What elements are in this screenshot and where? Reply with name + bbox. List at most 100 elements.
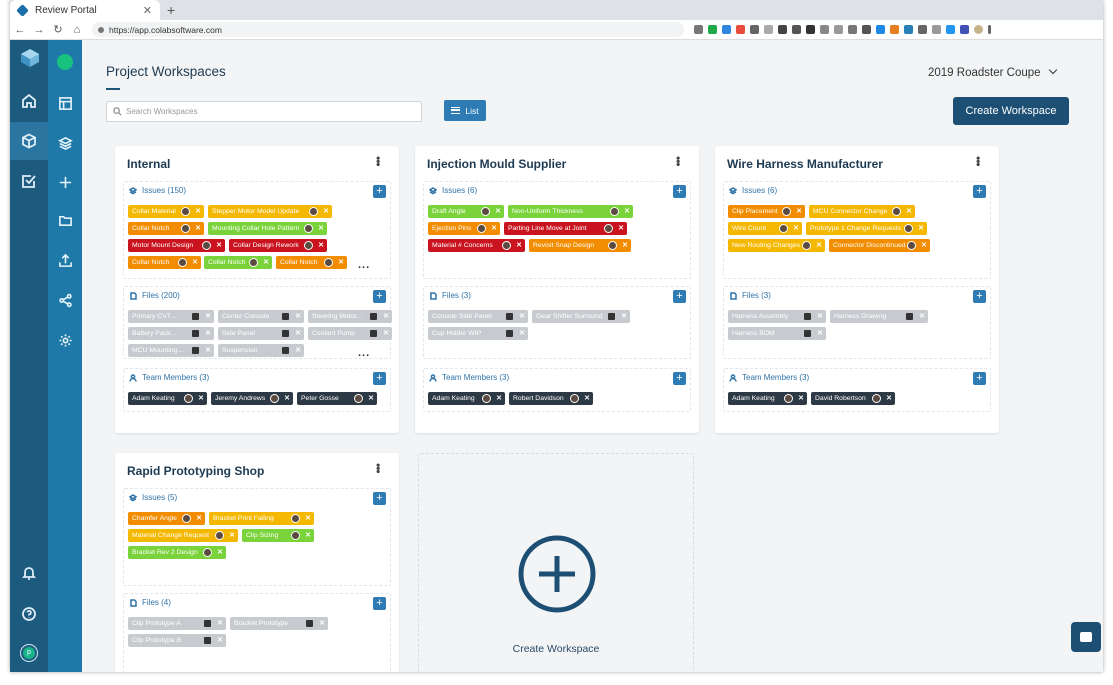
remove-icon[interactable]: ✕ — [217, 549, 223, 556]
nav-notifications[interactable] — [10, 554, 48, 592]
remove-icon[interactable]: ✕ — [305, 515, 311, 522]
issue-chip[interactable]: Chamfer Angle ✕ — [128, 512, 205, 525]
remove-icon[interactable]: ✕ — [495, 208, 501, 215]
extension-icon[interactable] — [694, 25, 703, 34]
browser-tab[interactable]: Review Portal ✕ — [10, 0, 160, 20]
remove-icon[interactable]: ✕ — [816, 242, 822, 249]
more-options-icon[interactable]: ••• — [371, 463, 385, 473]
extension-icon[interactable] — [792, 25, 801, 34]
remove-icon[interactable]: ✕ — [519, 313, 525, 320]
issue-chip[interactable]: Wire Count ✕ — [728, 222, 802, 235]
nav-add[interactable] — [48, 166, 82, 198]
browser-menu-icon[interactable] — [988, 25, 991, 34]
remove-icon[interactable]: ✕ — [368, 395, 374, 402]
remove-icon[interactable]: ✕ — [921, 242, 927, 249]
extension-icon[interactable] — [904, 25, 913, 34]
extension-icon[interactable] — [862, 25, 871, 34]
extension-icon[interactable] — [806, 25, 815, 34]
issue-chip[interactable]: Mounting Collar Hole Pattern ✕ — [208, 222, 327, 235]
file-chip[interactable]: Cup Holder WIP ✕ — [428, 327, 528, 340]
nav-user-avatar[interactable]: p — [10, 634, 48, 672]
forward-icon[interactable]: → — [33, 23, 45, 36]
remove-icon[interactable]: ✕ — [205, 347, 211, 354]
remove-icon[interactable]: ✕ — [919, 313, 925, 320]
extension-icon[interactable] — [708, 25, 717, 34]
issue-chip[interactable]: Ejection Pins ✕ — [428, 222, 500, 235]
remove-icon[interactable]: ✕ — [793, 225, 799, 232]
remove-icon[interactable]: ✕ — [295, 330, 301, 337]
nav-home[interactable] — [10, 82, 48, 120]
issue-chip[interactable]: Collar Material ✕ — [128, 205, 204, 218]
issue-chip[interactable]: Material # Concerns ✕ — [428, 239, 525, 252]
nav-share[interactable] — [48, 284, 82, 316]
search-input[interactable]: Search Workspaces — [106, 101, 422, 122]
issues-header[interactable]: Issues (6) — [429, 186, 477, 195]
remove-icon[interactable]: ✕ — [886, 395, 892, 402]
issue-chip[interactable]: Motor Mount Design ✕ — [128, 239, 225, 252]
issue-chip[interactable]: Parting Line Move at Joint ✕ — [504, 222, 627, 235]
project-selector[interactable]: 2019 Roadster Coupe — [928, 65, 1057, 79]
extension-icon[interactable] — [890, 25, 899, 34]
add-team-button[interactable]: + — [673, 372, 686, 385]
extension-icon[interactable] — [918, 25, 927, 34]
issue-chip[interactable]: Clip Placement ✕ — [728, 205, 805, 218]
remove-icon[interactable]: ✕ — [319, 620, 325, 627]
remove-icon[interactable]: ✕ — [624, 208, 630, 215]
remove-icon[interactable]: ✕ — [491, 225, 497, 232]
issue-chip[interactable]: Connector Discontinued ✕ — [829, 239, 930, 252]
remove-icon[interactable]: ✕ — [305, 532, 311, 539]
issue-chip[interactable]: Collar Notch ✕ — [128, 222, 204, 235]
back-icon[interactable]: ← — [14, 23, 26, 36]
member-chip[interactable]: David Robertson ✕ — [811, 392, 895, 405]
extension-icon[interactable] — [764, 25, 773, 34]
file-chip[interactable]: Gear Shifter Surround ✕ — [532, 310, 630, 323]
issue-chip[interactable]: Material Change Request ✕ — [128, 529, 238, 542]
remove-icon[interactable]: ✕ — [496, 395, 502, 402]
add-team-button[interactable]: + — [373, 372, 386, 385]
remove-icon[interactable]: ✕ — [196, 515, 202, 522]
add-files-button[interactable]: + — [973, 290, 986, 303]
issue-chip[interactable]: Stepper Motor Model Update ✕ — [208, 205, 332, 218]
issue-chip[interactable]: Collar Notch ✕ — [204, 256, 272, 269]
extension-icon[interactable] — [778, 25, 787, 34]
issues-header[interactable]: Issues (6) — [729, 186, 777, 195]
more-options-icon[interactable]: ••• — [971, 156, 985, 166]
file-chip[interactable]: MCU Mounting... ✕ — [128, 344, 214, 357]
add-files-button[interactable]: + — [373, 597, 386, 610]
remove-icon[interactable]: ✕ — [621, 313, 627, 320]
workspace-title[interactable]: Internal — [127, 157, 171, 171]
remove-icon[interactable]: ✕ — [338, 259, 344, 266]
workspace-title[interactable]: Wire Harness Manufacturer — [727, 157, 883, 171]
member-chip[interactable]: Adam Keating ✕ — [728, 392, 807, 405]
add-files-button[interactable]: + — [673, 290, 686, 303]
more-options-icon[interactable]: ••• — [671, 156, 685, 166]
create-workspace-tile[interactable]: Create Workspace — [418, 453, 694, 672]
remove-icon[interactable]: ✕ — [263, 259, 269, 266]
issue-chip[interactable]: Bracket Rev 2 Design ✕ — [128, 546, 226, 559]
remove-icon[interactable]: ✕ — [906, 208, 912, 215]
profile-avatar-icon[interactable] — [974, 25, 983, 34]
remove-icon[interactable]: ✕ — [622, 242, 628, 249]
remove-icon[interactable]: ✕ — [318, 225, 324, 232]
file-chip[interactable]: Bracket Prototype ✕ — [230, 617, 328, 630]
nav-upload[interactable] — [48, 244, 82, 276]
issue-chip[interactable]: Collar Notch ✕ — [128, 256, 201, 269]
remove-icon[interactable]: ✕ — [383, 313, 389, 320]
file-chip[interactable]: Steering Motor... ✕ — [308, 310, 392, 323]
files-header[interactable]: Files (3) — [729, 291, 771, 300]
workspace-card[interactable]: Wire Harness Manufacturer ••• Issues (6) + C… — [715, 146, 999, 433]
team-header[interactable]: Team Members (3) — [429, 373, 509, 382]
close-tab-icon[interactable]: ✕ — [142, 4, 152, 17]
issue-chip[interactable]: Non-Uniform Thickness ✕ — [508, 205, 633, 218]
issue-chip[interactable]: Draft Angle ✕ — [428, 205, 504, 218]
remove-icon[interactable]: ✕ — [618, 225, 624, 232]
team-header[interactable]: Team Members (3) — [729, 373, 809, 382]
issue-chip[interactable]: Prototype 1 Change Requests ✕ — [806, 222, 927, 235]
nav-settings[interactable] — [48, 324, 82, 356]
url-field[interactable]: https://app.colabsoftware.com — [92, 22, 684, 37]
list-view-button[interactable]: List — [444, 100, 486, 121]
remove-icon[interactable]: ✕ — [192, 259, 198, 266]
files-header[interactable]: Files (4) — [129, 598, 171, 607]
add-issues-button[interactable]: + — [673, 185, 686, 198]
more-options-icon[interactable]: ••• — [371, 156, 385, 166]
